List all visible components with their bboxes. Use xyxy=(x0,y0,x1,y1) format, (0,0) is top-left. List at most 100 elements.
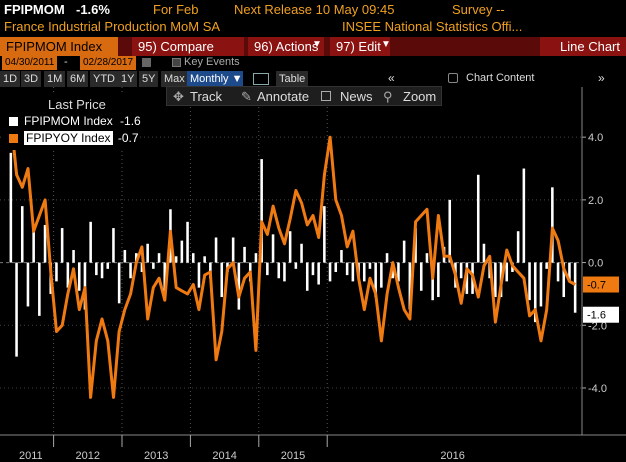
mom-bar xyxy=(129,262,132,279)
mom-bar xyxy=(368,262,372,269)
line-chart-icon[interactable] xyxy=(253,73,269,85)
mom-bar xyxy=(539,262,543,307)
legend-label-yoy: FPIPYOY Index xyxy=(24,131,113,145)
mom-bar xyxy=(20,206,24,263)
chart-content-button[interactable]: Chart Content xyxy=(466,72,535,84)
mom-bar xyxy=(186,221,189,263)
start-date-field[interactable]: 04/30/2011 xyxy=(2,56,58,70)
y-tick-label: 0.0 xyxy=(588,258,603,270)
mom-bar xyxy=(243,246,246,263)
mom-bar xyxy=(374,262,377,298)
actions-button[interactable]: 96) Actions xyxy=(248,37,324,56)
period-selector: 1D 3D 1M 6M YTD 1Y 5Y Max Monthly ▼ Tabl… xyxy=(0,71,626,87)
chart-type-button[interactable]: Line Chart xyxy=(540,37,626,56)
end-date-field[interactable]: 02/28/2017 xyxy=(80,56,137,70)
change-value: -1.6% xyxy=(76,2,110,17)
mom-bar xyxy=(9,152,13,263)
period-ytd[interactable]: YTD xyxy=(90,71,118,87)
edit-button[interactable]: 97) Edit xyxy=(330,37,390,56)
y-axis: 4.0 2.0 0.0 -2.0 -4.0 -0.7 -1.6 xyxy=(581,87,619,435)
period-3d[interactable]: 3D xyxy=(21,71,42,87)
mom-bar xyxy=(419,262,423,291)
chart-content-icon[interactable] xyxy=(448,73,458,83)
period-1y[interactable]: 1Y xyxy=(118,71,138,87)
mom-bar xyxy=(15,262,18,357)
table-button[interactable]: Table xyxy=(276,71,309,87)
mom-bar xyxy=(385,253,389,263)
mom-bars-series xyxy=(9,152,577,357)
mom-bar xyxy=(214,237,218,263)
mom-bar xyxy=(26,262,30,307)
date-range-row: 04/30/2011 - 02/28/2017 Key Events xyxy=(0,56,626,72)
mom-bar xyxy=(134,253,138,263)
calendar-icon[interactable] xyxy=(142,58,151,67)
mom-bar xyxy=(482,243,486,263)
period-1m[interactable]: 1M xyxy=(44,71,66,87)
mom-bar xyxy=(551,187,554,263)
mom-bar xyxy=(528,262,531,301)
mom-bar xyxy=(431,262,434,301)
mom-bar xyxy=(231,237,235,263)
mom-bar xyxy=(402,240,406,263)
mom-bar xyxy=(397,262,400,282)
track-button[interactable]: Track xyxy=(190,89,223,104)
legend-swatch-mom xyxy=(9,117,18,126)
legend-title: Last Price xyxy=(48,97,106,112)
mom-bar xyxy=(260,159,263,263)
mom-bar xyxy=(522,168,526,263)
zoom-button[interactable]: Zoom xyxy=(403,89,437,104)
mom-bar xyxy=(43,224,47,263)
track-icon[interactable]: ✥ xyxy=(173,89,184,104)
mom-bar xyxy=(112,228,115,263)
edit-chevron-icon[interactable]: ▼ xyxy=(381,39,391,50)
compare-button[interactable]: 95) Compare xyxy=(132,37,244,56)
zoom-icon[interactable]: ⚲ xyxy=(383,89,393,104)
x-tick-label: 2014 xyxy=(212,450,236,462)
mom-bar xyxy=(345,262,349,276)
legend-swatch-yoy xyxy=(9,134,18,143)
period-6m[interactable]: 6M xyxy=(67,71,89,87)
price-chart[interactable]: 4.02.00.0-2.0-4.0-0.7-1.6 2011 2012 2013 20… xyxy=(0,87,626,462)
security-description: France Industrial Production MoM SA xyxy=(4,19,221,34)
period-1d[interactable]: 1D xyxy=(0,71,21,87)
actions-chevron-icon[interactable]: ▼ xyxy=(312,39,322,50)
mom-bar xyxy=(317,262,320,285)
x-tick-label: 2015 xyxy=(281,450,305,462)
mom-bar xyxy=(533,262,537,323)
mom-bar xyxy=(328,262,332,282)
period-max[interactable]: Max xyxy=(161,71,188,87)
annotate-icon[interactable]: ✎ xyxy=(241,89,252,104)
period-5y[interactable]: 5Y xyxy=(139,71,159,87)
mom-bar xyxy=(55,262,58,282)
mom-bar xyxy=(448,199,452,263)
mom-bar xyxy=(425,253,429,263)
legend: Last Price FPIPMOM Index -1.6 FPIPYOY In… xyxy=(2,94,141,150)
mom-bar xyxy=(197,262,201,288)
toolbar: FPIPMOM Index 95) Compare 96) Actions ▼ … xyxy=(0,37,626,56)
mom-bar xyxy=(220,262,224,298)
mom-bar xyxy=(277,262,281,279)
mom-bar xyxy=(60,228,64,263)
news-button[interactable]: News xyxy=(340,89,373,104)
period-label: For Feb xyxy=(153,2,199,17)
mom-bar xyxy=(266,262,269,276)
annotate-button[interactable]: Annotate xyxy=(257,89,310,104)
expand-icon[interactable]: » xyxy=(598,71,605,85)
mom-bar xyxy=(72,250,75,263)
mom-bar xyxy=(573,262,577,313)
mom-bar xyxy=(123,250,127,263)
security-field[interactable]: FPIPMOM Index xyxy=(0,37,118,56)
frequency-chevron-icon: ▼ xyxy=(231,73,243,85)
legend-item-mom: FPIPMOM Index -1.6 xyxy=(24,114,141,128)
frequency-dropdown[interactable]: Monthly ▼ xyxy=(187,71,243,87)
key-events-label: Key Events xyxy=(184,56,240,68)
mom-bar xyxy=(459,262,463,279)
mom-bar xyxy=(163,262,167,298)
mom-bar xyxy=(157,253,161,263)
key-events-checkbox[interactable] xyxy=(172,58,181,67)
news-icon[interactable] xyxy=(321,91,331,101)
mom-bar xyxy=(380,262,383,288)
collapse-icon[interactable]: « xyxy=(388,71,395,85)
mom-bar xyxy=(254,253,258,263)
ticker: FPIPMOM xyxy=(4,2,65,17)
